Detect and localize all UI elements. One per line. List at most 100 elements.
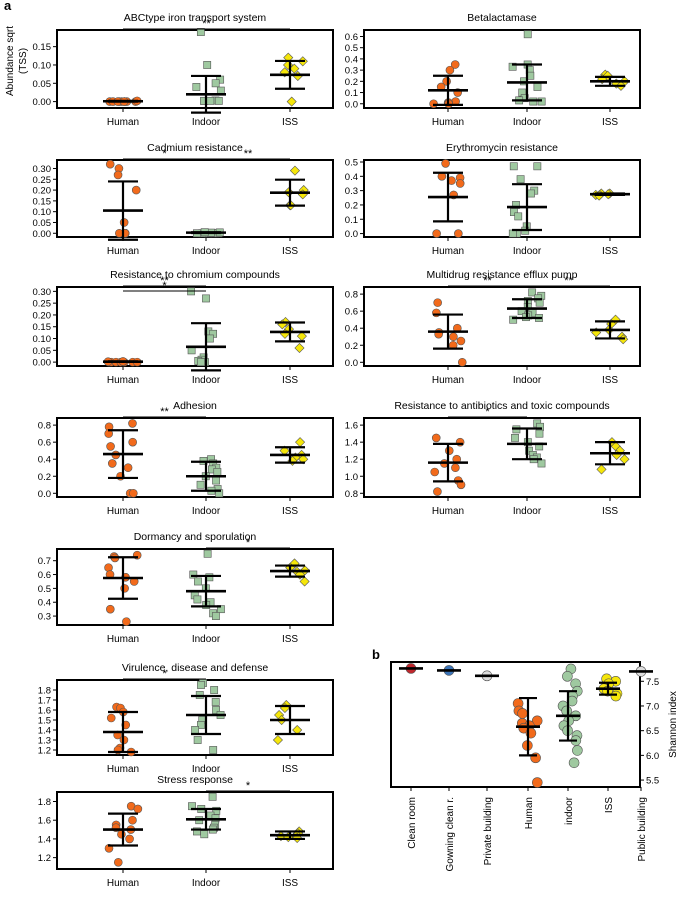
x-tick-label: Human bbox=[432, 117, 464, 128]
x-tick-label: ISS bbox=[602, 117, 618, 128]
y-tick-label: 6.5 bbox=[646, 726, 659, 737]
plot-frame bbox=[56, 29, 334, 109]
panel-letter-b: b bbox=[372, 647, 380, 662]
chart-panel-2: Betalactamase 0.00.10.20.30.40.50.6 Human I… bbox=[345, 12, 641, 128]
plot-frame bbox=[56, 417, 334, 498]
data-point bbox=[509, 208, 518, 216]
y-tick-label: 0.4 bbox=[38, 455, 51, 466]
data-point bbox=[523, 30, 532, 39]
y-tick-label: 0.6 bbox=[345, 32, 358, 43]
y-tick-label: 0.7 bbox=[38, 556, 51, 567]
data-point bbox=[206, 334, 214, 343]
y-tick-label: 0.30 bbox=[33, 164, 52, 175]
y-tick-label: 0.4 bbox=[345, 324, 358, 335]
data-point bbox=[211, 698, 220, 706]
chart-panel-6: Multidrug resistance efflux pump 0.0 0.2 0.… bbox=[345, 269, 641, 386]
chart-title: Erythromycin resistance bbox=[446, 142, 558, 154]
y-tick-label: 1.0 bbox=[345, 472, 358, 483]
y-tick-label: 0.10 bbox=[33, 60, 52, 71]
y-tick-label: 1.4 bbox=[38, 726, 51, 737]
x-tick-label: ISS bbox=[602, 506, 618, 517]
x-tick-label: Human bbox=[107, 117, 139, 128]
data-point bbox=[457, 357, 467, 367]
data-point bbox=[441, 159, 450, 168]
x-tick-label: ISS bbox=[282, 634, 298, 645]
x-tick-label: Human bbox=[432, 246, 464, 257]
y-tick-label: 1.8 bbox=[38, 797, 51, 808]
y-tick-label: 0.15 bbox=[33, 322, 52, 333]
data-point bbox=[189, 570, 198, 579]
data-point bbox=[596, 464, 607, 475]
data-point bbox=[572, 745, 583, 756]
data-point bbox=[133, 804, 143, 814]
significance-label: ** bbox=[244, 148, 253, 160]
x-tick-label: Private building bbox=[483, 797, 494, 865]
y-axis-label-line1: Abundance sqrt bbox=[5, 26, 16, 96]
chart-panel-9: Dormancy and sporulation 0.3 0.4 0.5 0.6 0.7 H… bbox=[38, 531, 334, 645]
data-point bbox=[129, 488, 138, 498]
y-tick-label: 0.05 bbox=[33, 346, 52, 357]
x-tick-label: Indoor bbox=[192, 117, 221, 128]
data-point bbox=[561, 705, 572, 717]
data-point bbox=[210, 686, 219, 694]
chart-title: Cadmium resistance bbox=[147, 142, 243, 154]
y-tick-label: 0.5 bbox=[38, 584, 51, 595]
y-tick-label: 1.4 bbox=[345, 438, 358, 449]
y-tick-label: 0.30 bbox=[33, 287, 52, 298]
y-tick-label: 1.2 bbox=[38, 853, 51, 864]
data-point bbox=[212, 476, 220, 485]
y-axis-label-line2: (TSS) bbox=[18, 48, 29, 74]
x-tick-label: Human bbox=[432, 506, 464, 517]
y-tick-label: 0.4 bbox=[345, 54, 358, 65]
data-point bbox=[431, 433, 441, 443]
y-tick-label: 0.6 bbox=[38, 438, 51, 449]
data-point bbox=[192, 83, 201, 91]
plot-frame bbox=[56, 548, 334, 626]
y-tick-label: 0.05 bbox=[33, 79, 52, 90]
chart-title: Multidrug resistance efflux pump bbox=[427, 269, 578, 281]
x-tick-label: Indoor bbox=[192, 506, 221, 517]
data-point bbox=[106, 713, 116, 723]
data-point bbox=[514, 212, 523, 221]
x-tick-label: Clean room bbox=[407, 797, 418, 849]
data-point bbox=[562, 671, 573, 682]
y-axis-label: Abundance sqrt (TSS) bbox=[5, 26, 29, 96]
y-tick-label: 1.7 bbox=[38, 696, 51, 707]
x-tick-label: Human bbox=[432, 375, 464, 386]
data-point bbox=[104, 563, 113, 572]
significance-label: * bbox=[246, 537, 251, 549]
x-tick-label: ISS bbox=[604, 797, 615, 813]
y-tick-label: 0.0 bbox=[345, 229, 358, 240]
data-point bbox=[535, 429, 544, 438]
data-point bbox=[517, 708, 528, 719]
data-point bbox=[128, 437, 137, 447]
data-point bbox=[456, 336, 466, 346]
data-point bbox=[508, 62, 517, 71]
data-point bbox=[202, 294, 210, 303]
data-point bbox=[433, 298, 442, 307]
data-point bbox=[279, 67, 290, 78]
y-tick-label: 1.6 bbox=[38, 706, 51, 717]
y-tick-label: 0.5 bbox=[345, 43, 358, 54]
y-tick-label: 0.2 bbox=[38, 472, 51, 483]
data-point bbox=[128, 815, 137, 825]
x-tick-label: indoor bbox=[564, 796, 575, 824]
x-tick-label: Indoor bbox=[513, 117, 542, 128]
y-tick-label: 0.10 bbox=[33, 334, 52, 345]
data-point bbox=[214, 96, 223, 105]
y-tick-label: 1.6 bbox=[38, 816, 51, 827]
chart-title: Adhesion bbox=[173, 400, 217, 412]
chart-panel-11: Stress response 1.2 1.4 1.6 1.8 Human Indoor IS… bbox=[38, 774, 334, 889]
data-point bbox=[206, 96, 215, 105]
data-point bbox=[610, 690, 622, 702]
y-tick-label: 0.20 bbox=[33, 186, 52, 197]
x-tick-label: ISS bbox=[602, 246, 618, 257]
data-point bbox=[295, 437, 306, 448]
chart-title: Betalactamase bbox=[467, 12, 537, 24]
data-point bbox=[432, 229, 441, 238]
chart-panel-10: Virulence, disease and defense1.21.31.41… bbox=[38, 662, 334, 775]
y-tick-label: 0.20 bbox=[33, 310, 52, 321]
y-tick-label: 0.25 bbox=[33, 299, 52, 310]
y-tick-label: 1.5 bbox=[38, 716, 51, 727]
